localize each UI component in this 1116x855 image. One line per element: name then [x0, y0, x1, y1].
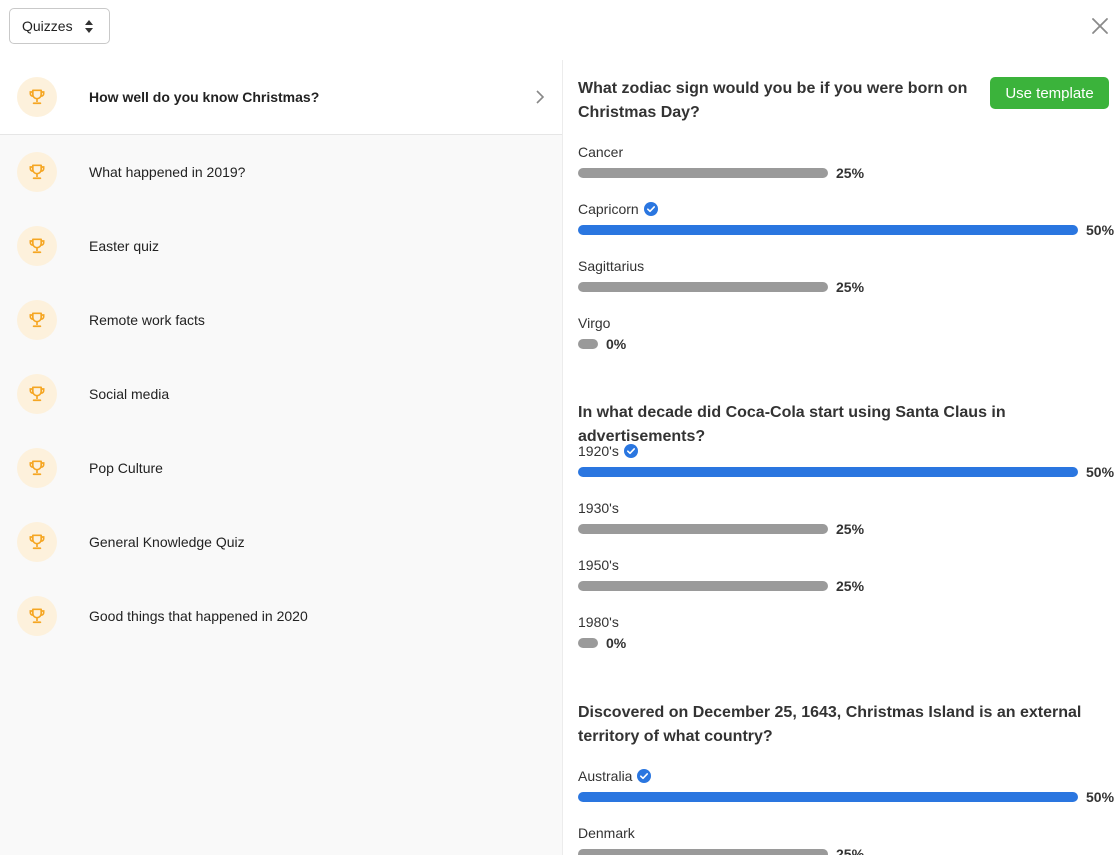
result-bar [578, 638, 598, 648]
trophy-icon-badge [17, 448, 57, 488]
quiz-preview: Use template What zodiac sign would you … [564, 60, 1116, 855]
trophy-icon-badge [17, 226, 57, 266]
close-icon [1092, 18, 1108, 34]
trophy-icon [29, 312, 45, 328]
result-percent: 25% [836, 165, 865, 181]
quiz-list-sidebar: How well do you know Christmas? What happ… [0, 60, 563, 855]
result-bar [578, 339, 598, 349]
answer-label: Cancer [578, 144, 624, 160]
answer-label: Capricorn [578, 201, 639, 217]
result-bar [578, 168, 828, 178]
answer-option: 1980's 0% [578, 613, 1116, 670]
quiz-list-item[interactable]: What happened in 2019? [0, 135, 562, 209]
quiz-list-item-label: Easter quiz [89, 238, 160, 254]
chevron-right-icon [535, 90, 545, 104]
answer-option: Capricorn 50% [578, 200, 1116, 257]
answer-option: Cancer 25% [578, 143, 1116, 200]
trophy-icon-badge [17, 374, 57, 414]
check-circle-icon [643, 202, 658, 216]
sort-arrows-icon [85, 20, 93, 34]
trophy-icon [29, 460, 45, 476]
trophy-icon [29, 238, 45, 254]
trophy-icon-badge [17, 522, 57, 562]
result-bar [578, 467, 1078, 477]
quiz-type-select[interactable]: Quizzes [9, 8, 110, 44]
quiz-list-item-label: Social media [89, 386, 170, 402]
trophy-icon [29, 386, 45, 402]
result-bar [578, 225, 1078, 235]
quiz-list-item-label: How well do you know Christmas? [89, 89, 320, 105]
quiz-list-item-label: Remote work facts [89, 312, 205, 328]
quiz-list-item-label: General Knowledge Quiz [89, 534, 245, 550]
top-bar: Quizzes [0, 0, 1116, 60]
question-title: Discovered on December 25, 1643, Christm… [578, 704, 1082, 745]
result-percent: 25% [836, 578, 865, 594]
quiz-type-select-value: Quizzes [22, 18, 73, 34]
answer-label: Denmark [578, 825, 635, 841]
answer-option: Denmark 25% [578, 824, 1116, 855]
result-percent: 25% [836, 521, 865, 537]
question-title: In what decade did Coca-Cola start using… [578, 404, 1006, 445]
answer-label: 1930's [578, 500, 619, 516]
trophy-icon [29, 534, 45, 550]
quiz-list-item[interactable]: General Knowledge Quiz [0, 505, 562, 579]
check-circle-icon [637, 769, 652, 783]
trophy-icon-badge [17, 300, 57, 340]
use-template-button[interactable]: Use template [990, 77, 1109, 109]
result-percent: 50% [1086, 464, 1115, 480]
answer-label: 1920's [578, 443, 619, 459]
result-bar [578, 792, 1078, 802]
result-bar [578, 581, 828, 591]
answer-label: 1950's [578, 557, 619, 573]
result-percent: 0% [606, 336, 627, 352]
quiz-list-item[interactable]: Pop Culture [0, 431, 562, 505]
answer-option: Australia 50% [578, 767, 1116, 824]
trophy-icon-badge [17, 596, 57, 636]
quiz-question: What zodiac sign would you be if you wer… [578, 77, 1116, 352]
answer-option: 1930's 25% [578, 499, 1116, 556]
answer-label: 1980's [578, 614, 619, 630]
result-bar [578, 849, 828, 855]
quiz-list-item[interactable]: Social media [0, 357, 562, 431]
result-percent: 0% [606, 635, 627, 651]
answer-label: Sagittarius [578, 258, 645, 274]
quiz-question: In what decade did Coca-Cola start using… [578, 401, 1116, 651]
quiz-list-item-label: Good things that happened in 2020 [89, 608, 308, 624]
result-percent: 50% [1086, 789, 1115, 805]
trophy-icon [29, 608, 45, 624]
quiz-list-item-label: What happened in 2019? [89, 164, 246, 180]
answer-label: Virgo [578, 315, 611, 331]
trophy-icon-badge [17, 77, 57, 117]
quiz-list-item[interactable]: Good things that happened in 2020 [0, 579, 562, 653]
quiz-list-item[interactable]: How well do you know Christmas? [0, 60, 562, 135]
trophy-icon [29, 164, 45, 180]
check-circle-icon [623, 444, 638, 458]
result-percent: 25% [836, 279, 865, 295]
result-percent: 50% [1086, 222, 1115, 238]
answer-option: Sagittarius 25% [578, 257, 1116, 314]
answer-option: 1920's 50% [578, 442, 1116, 499]
trophy-icon-badge [17, 152, 57, 192]
quiz-list-item[interactable]: Remote work facts [0, 283, 562, 357]
quiz-list-item-label: Pop Culture [89, 460, 163, 476]
answer-option: 1950's 25% [578, 556, 1116, 613]
answer-option: Virgo 0% [578, 314, 1116, 371]
result-bar [578, 524, 828, 534]
result-bar [578, 282, 828, 292]
trophy-icon [29, 89, 45, 105]
result-percent: 25% [836, 846, 865, 855]
answer-label: Australia [578, 768, 633, 784]
quiz-list-item[interactable]: Easter quiz [0, 209, 562, 283]
question-title: What zodiac sign would you be if you wer… [578, 80, 968, 121]
quiz-question: Discovered on December 25, 1643, Christm… [578, 701, 1116, 855]
close-button[interactable] [1088, 14, 1112, 38]
